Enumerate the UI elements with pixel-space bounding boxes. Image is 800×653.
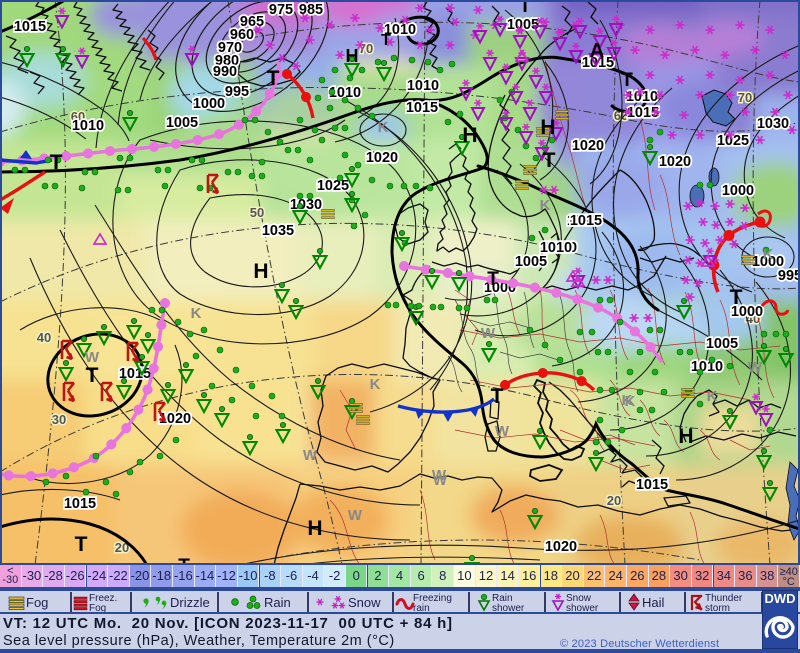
svg-text:T: T	[491, 385, 504, 408]
svg-text:1015: 1015	[64, 496, 96, 512]
svg-text:K: K	[622, 392, 633, 409]
svg-text:W: W	[748, 359, 763, 376]
svg-text:995: 995	[778, 268, 800, 284]
svg-text:1010: 1010	[407, 78, 439, 94]
svg-text:990: 990	[213, 64, 237, 80]
svg-text:1020: 1020	[159, 411, 191, 427]
svg-text:980: 980	[215, 53, 239, 69]
svg-text:W: W	[433, 472, 448, 489]
svg-text:H: H	[253, 260, 268, 283]
svg-text:1010: 1010	[540, 240, 572, 256]
svg-text:40: 40	[37, 330, 51, 345]
svg-text:W: W	[85, 349, 100, 366]
svg-text:T: T	[381, 32, 391, 49]
svg-text:Fog: Fog	[89, 603, 106, 614]
svg-text:70: 70	[738, 90, 752, 105]
svg-text:W: W	[495, 423, 510, 440]
svg-text:1015: 1015	[567, 213, 599, 229]
svg-text:rain: rain	[413, 603, 430, 614]
svg-text:W: W	[481, 325, 496, 342]
svg-text:1030: 1030	[757, 116, 789, 132]
svg-text:1025: 1025	[317, 178, 349, 194]
svg-text:1005: 1005	[706, 336, 738, 352]
svg-text:1000: 1000	[193, 96, 225, 112]
svg-text:1010: 1010	[329, 85, 361, 101]
svg-text:T: T	[543, 149, 556, 172]
svg-text:K: K	[707, 388, 718, 405]
svg-text:T: T	[730, 286, 743, 309]
svg-text:T: T	[519, 0, 531, 17]
svg-text:K: K	[763, 246, 774, 263]
svg-text:1015: 1015	[627, 105, 659, 121]
svg-text:1005: 1005	[507, 17, 539, 33]
svg-text:W: W	[303, 447, 318, 464]
svg-text:1015: 1015	[570, 213, 602, 229]
svg-text:1020: 1020	[659, 154, 691, 170]
svg-text:1030: 1030	[290, 197, 322, 213]
svg-text:Freez.: Freez.	[89, 593, 117, 604]
svg-text:1020: 1020	[545, 539, 577, 555]
svg-text:W: W	[348, 507, 363, 524]
svg-text:T: T	[86, 364, 99, 387]
svg-text:1015: 1015	[636, 477, 668, 493]
svg-text:Thunder: Thunder	[705, 593, 743, 604]
svg-text:1010: 1010	[72, 118, 104, 134]
svg-text:30: 30	[52, 412, 66, 427]
svg-text:1000: 1000	[752, 254, 784, 270]
svg-text:H: H	[462, 124, 477, 147]
svg-text:1005: 1005	[515, 254, 547, 270]
svg-text:Snow: Snow	[566, 593, 592, 604]
svg-text:K: K	[540, 197, 551, 214]
svg-text:975: 975	[269, 2, 293, 18]
svg-text:1010: 1010	[545, 240, 577, 256]
svg-text:storm: storm	[705, 603, 730, 614]
svg-text:1010: 1010	[691, 359, 723, 375]
svg-text:960: 960	[230, 27, 254, 43]
svg-text:1000: 1000	[722, 183, 754, 199]
svg-text:shower: shower	[492, 603, 525, 614]
svg-text:1025: 1025	[717, 133, 749, 149]
svg-text:Drizzle: Drizzle	[170, 595, 210, 610]
svg-text:K: K	[191, 305, 202, 322]
svg-text:985: 985	[299, 2, 323, 18]
svg-text:60: 60	[71, 109, 85, 124]
svg-text:50: 50	[250, 205, 264, 220]
svg-text:K: K	[370, 376, 381, 393]
svg-text:1005: 1005	[166, 115, 198, 131]
svg-text:995: 995	[225, 84, 249, 100]
svg-text:1010: 1010	[384, 22, 416, 38]
svg-text:Rain: Rain	[264, 595, 291, 610]
svg-text:970: 970	[218, 40, 242, 56]
svg-text:H: H	[307, 517, 322, 540]
svg-text:K: K	[625, 393, 636, 410]
svg-text:Hail: Hail	[642, 595, 665, 610]
svg-text:Snow: Snow	[348, 595, 381, 610]
svg-text:1010: 1010	[626, 89, 658, 105]
svg-text:1020: 1020	[366, 150, 398, 166]
svg-text:A: A	[590, 40, 604, 62]
svg-text:20: 20	[607, 493, 621, 508]
svg-text:1000: 1000	[731, 304, 763, 320]
svg-text:H: H	[678, 425, 693, 448]
svg-text:1020: 1020	[572, 138, 604, 154]
svg-text:1015: 1015	[14, 19, 46, 35]
svg-text:Fog: Fog	[26, 595, 48, 610]
svg-text:H: H	[540, 116, 555, 139]
svg-text:T: T	[178, 556, 190, 565]
svg-text:K: K	[378, 119, 389, 136]
svg-text:1035: 1035	[262, 223, 294, 239]
svg-text:Rain: Rain	[492, 593, 513, 604]
svg-text:1015: 1015	[406, 100, 438, 116]
svg-text:T: T	[75, 533, 88, 556]
svg-text:T: T	[621, 70, 633, 91]
svg-text:W: W	[432, 467, 447, 484]
svg-text:T: T	[487, 269, 499, 290]
svg-text:Freezing: Freezing	[413, 593, 452, 604]
svg-text:T: T	[50, 151, 63, 174]
svg-text:T: T	[267, 67, 280, 90]
svg-text:shower: shower	[566, 603, 599, 614]
svg-text:H: H	[346, 46, 359, 66]
